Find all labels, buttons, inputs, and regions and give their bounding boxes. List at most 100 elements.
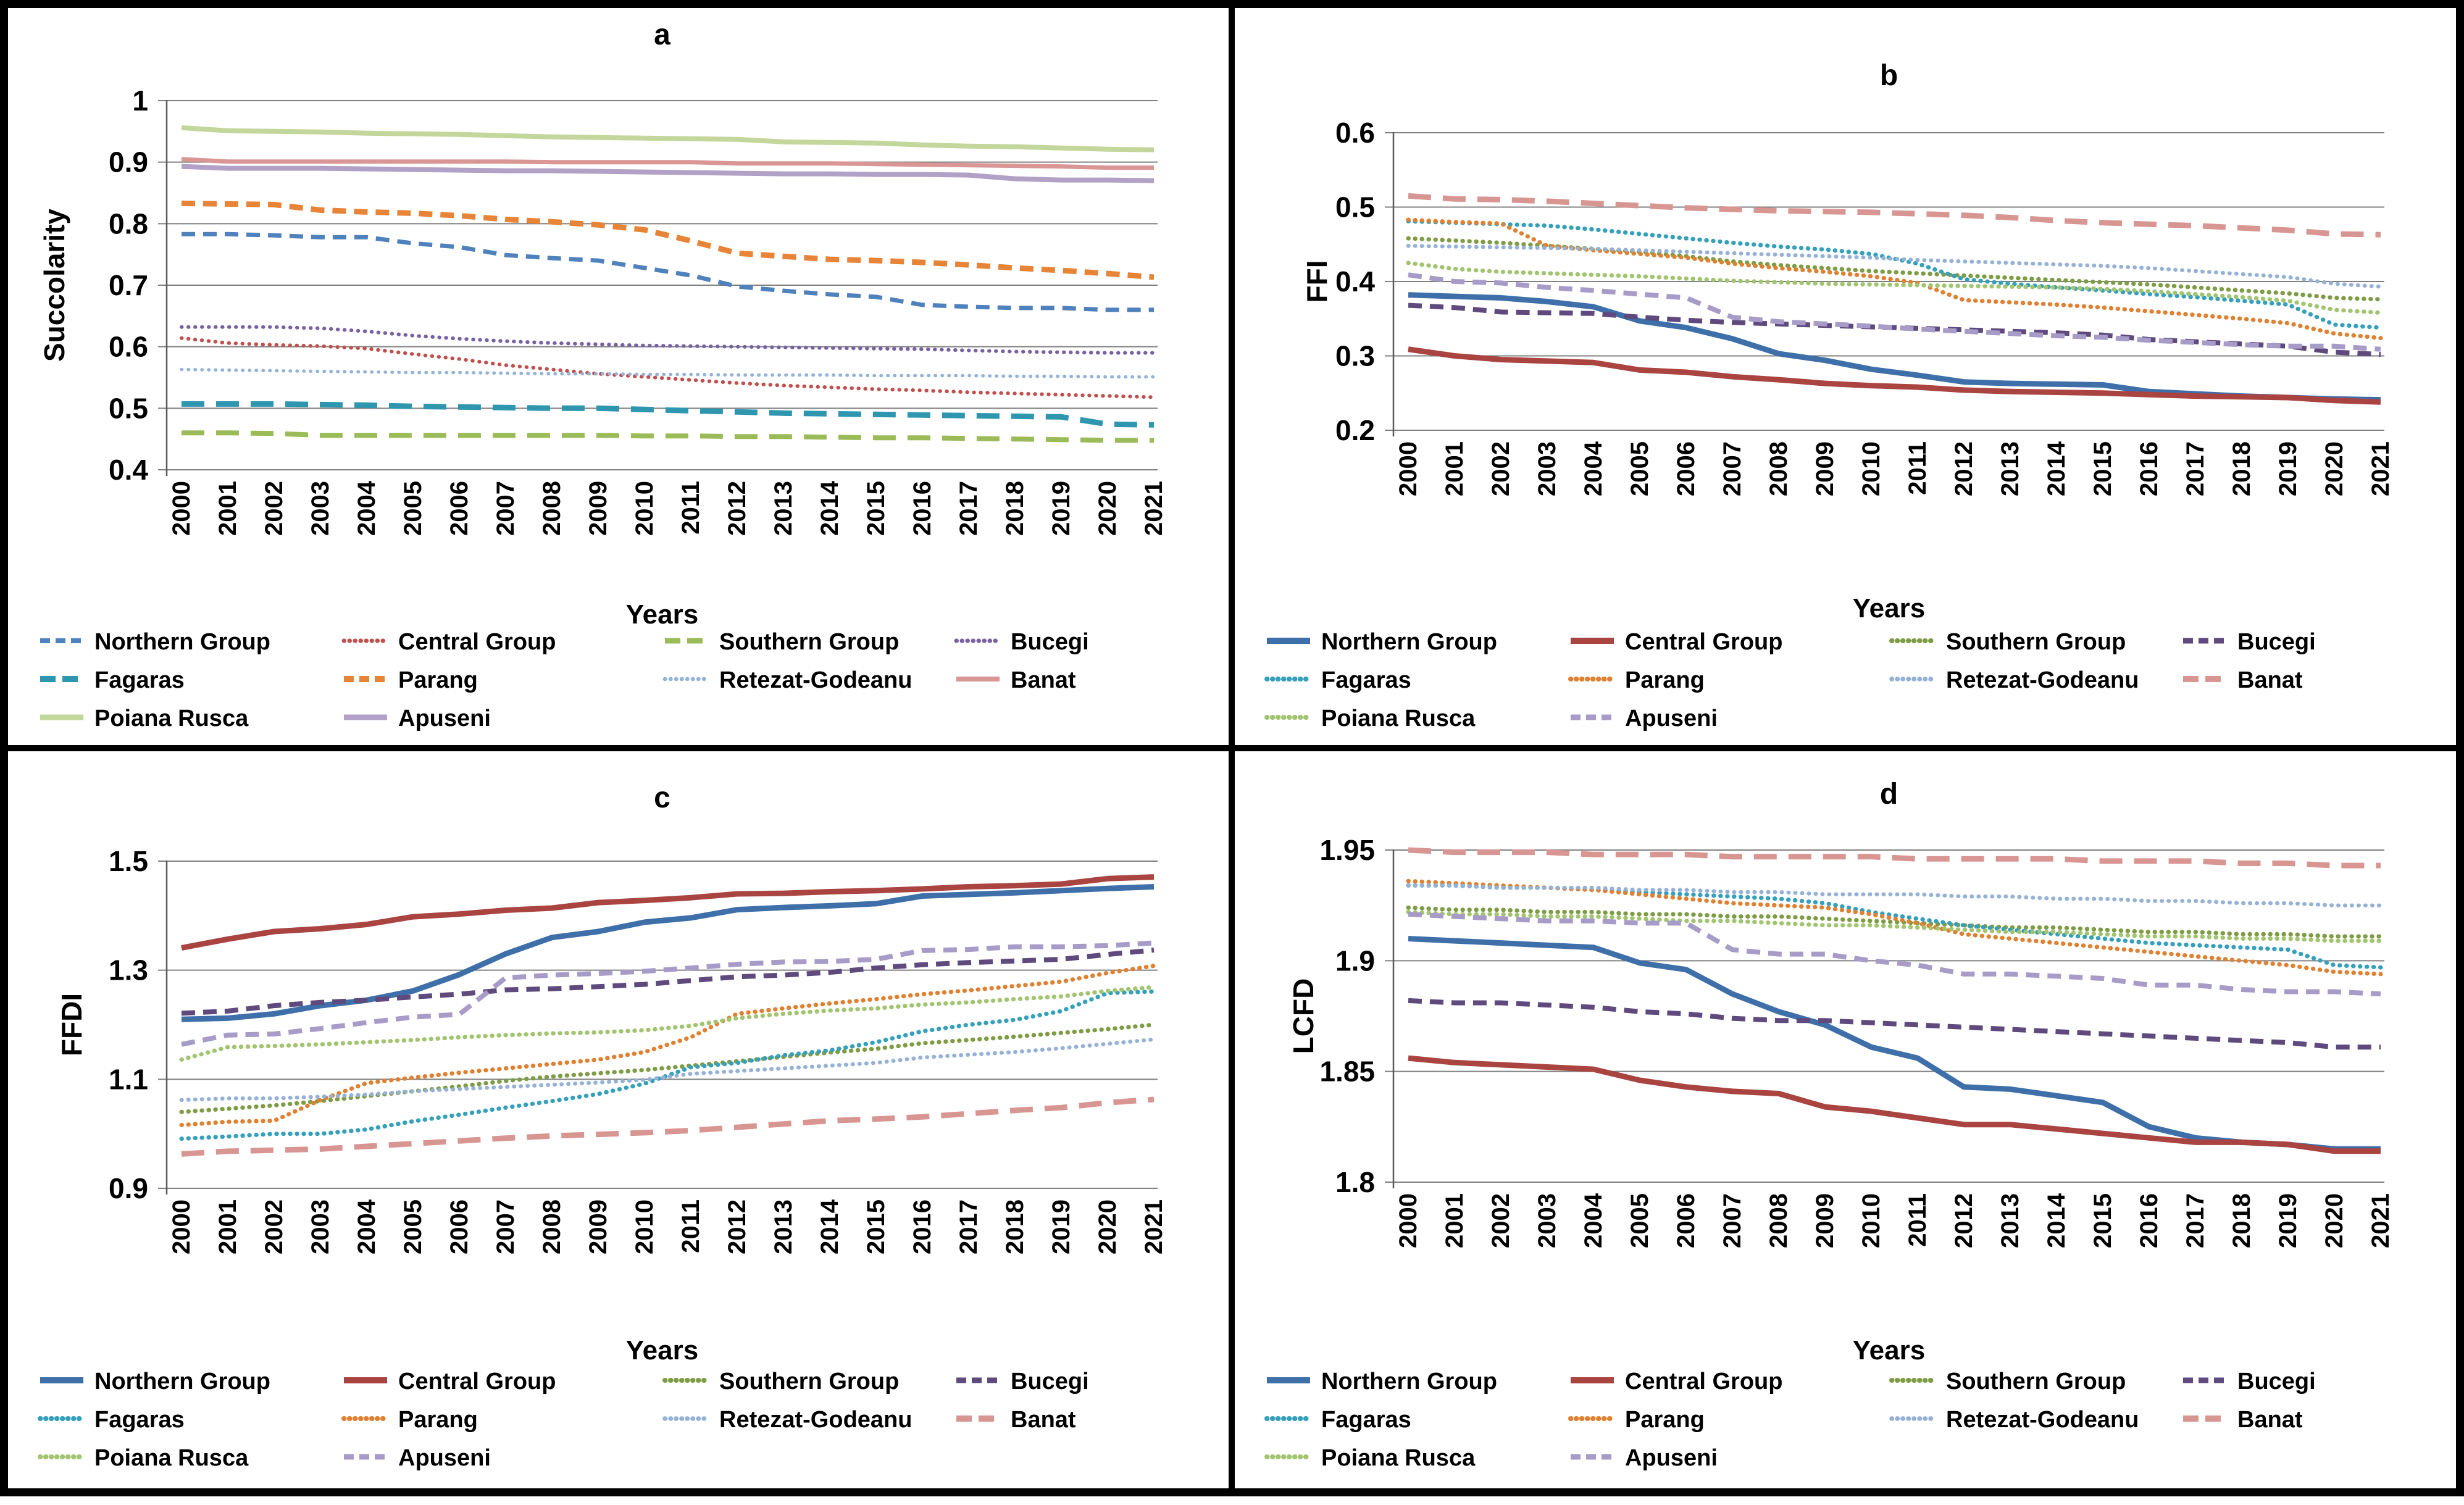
series-fagaras-line bbox=[1406, 883, 2383, 970]
series-parang-line bbox=[1406, 878, 2383, 977]
panel-d: d LCFD 1.95 1.9 1.85 1.8 2000 2001 2002 2003 200… bbox=[1235, 751, 2456, 1488]
x-tick-2006: 2006 bbox=[1673, 1193, 1700, 1248]
legend-central-group-line-sample-icon bbox=[1568, 635, 1616, 649]
x-tick-2020: 2020 bbox=[2321, 1193, 2348, 1248]
x-tick-2001: 2001 bbox=[214, 481, 241, 536]
legend-apuseni-line-sample-icon bbox=[341, 712, 390, 726]
panel-d-legend: Northern Group Central Group Southern Grou… bbox=[1264, 1362, 2437, 1477]
series-bucegi-line bbox=[1408, 998, 2381, 1050]
legend-item-fagaras: Fagaras bbox=[38, 1407, 341, 1433]
legend-label-bucegi: Bucegi bbox=[2237, 628, 2316, 655]
series-fagaras-line bbox=[1406, 219, 2383, 330]
legend-item-fagaras: Fagaras bbox=[38, 667, 341, 694]
y-tick-0.6: 0.6 bbox=[109, 331, 148, 363]
series-bucegi-line bbox=[1408, 302, 2381, 357]
series-poiana-rusca-line bbox=[1406, 261, 2383, 315]
x-tick-2013: 2013 bbox=[1997, 1193, 2024, 1248]
series-bucegi-line bbox=[180, 325, 1156, 355]
legend-central-group-line-sample-icon bbox=[341, 635, 390, 649]
y-tick-0.4: 0.4 bbox=[1335, 265, 1375, 298]
legend-apuseni-line-sample-icon bbox=[341, 1451, 390, 1465]
legend-item-central-group: Central Group bbox=[1568, 1369, 1889, 1395]
legend-southern-group-line-sample-icon bbox=[662, 1375, 711, 1389]
x-tick-2021: 2021 bbox=[2367, 1193, 2394, 1248]
x-tick-2012: 2012 bbox=[724, 481, 751, 536]
legend-item-bucegi: Bucegi bbox=[954, 1369, 1211, 1395]
legend-label-poiana-rusca: Poiana Rusca bbox=[94, 1445, 249, 1471]
y-tick-0.4: 0.4 bbox=[109, 454, 148, 486]
x-tick-2003: 2003 bbox=[1534, 441, 1561, 496]
horizontal-divider bbox=[8, 745, 1229, 751]
legend-southern-group-line-sample-icon bbox=[1889, 1375, 1937, 1389]
x-tick-2020: 2020 bbox=[2321, 441, 2348, 496]
series-parang-line bbox=[1406, 217, 2383, 341]
x-tick-2011: 2011 bbox=[677, 481, 704, 535]
x-tick-2014: 2014 bbox=[2043, 441, 2070, 496]
series-banat-line bbox=[1408, 193, 2381, 238]
legend-southern-group-line-sample-icon bbox=[1889, 635, 1937, 649]
y-tick-0.9: 0.9 bbox=[109, 1172, 148, 1204]
x-tick-2005: 2005 bbox=[1626, 1193, 1653, 1248]
legend-item-poiana-rusca: Poiana Rusca bbox=[38, 1445, 341, 1472]
legend-poiana-rusca-line-sample-icon bbox=[38, 712, 86, 726]
y-tick-1.85: 1.85 bbox=[1319, 1056, 1375, 1088]
series-northern-group-line bbox=[182, 231, 1154, 312]
x-tick-2019: 2019 bbox=[2274, 441, 2302, 496]
legend-item-banat: Banat bbox=[954, 1407, 1211, 1433]
x-tick-2000: 2000 bbox=[168, 1199, 195, 1254]
legend-label-central-group: Central Group bbox=[398, 1368, 556, 1395]
panel-c-x-axis-label: Years bbox=[625, 1335, 699, 1365]
x-tick-2018: 2018 bbox=[2228, 441, 2255, 496]
x-tick-2006: 2006 bbox=[446, 1199, 473, 1254]
legend-item-parang: Parang bbox=[341, 1407, 662, 1433]
panel-b-legend: Northern Group Central Group Southern Grou… bbox=[1264, 623, 2437, 738]
vertical-divider bbox=[1229, 8, 1235, 1488]
x-tick-2003: 2003 bbox=[307, 481, 334, 536]
x-tick-2016: 2016 bbox=[909, 1199, 936, 1254]
x-tick-2021: 2021 bbox=[2367, 441, 2394, 496]
legend-item-fagaras: Fagaras bbox=[1264, 1407, 1568, 1433]
series-retezat-godeanu-line bbox=[1406, 883, 2383, 907]
y-tick-0.5: 0.5 bbox=[1335, 191, 1375, 223]
legend-banat-line-sample-icon bbox=[2181, 673, 2229, 688]
legend-label-fagaras: Fagaras bbox=[1321, 1406, 1411, 1433]
legend-label-central-group: Central Group bbox=[398, 628, 556, 655]
legend-banat-line-sample-icon bbox=[954, 1413, 1002, 1427]
series-fagaras-line bbox=[179, 989, 1156, 1141]
legend-label-retezat-godeanu: Retezat-Godeanu bbox=[1946, 1406, 2139, 1433]
legend-label-bucegi: Bucegi bbox=[2237, 1368, 2316, 1395]
series-central-group-line bbox=[1408, 1055, 2381, 1154]
panel-c-legend: Northern Group Central Group Southern Grou… bbox=[38, 1362, 1211, 1477]
series-apuseni-line bbox=[1408, 912, 2381, 997]
legend-label-bucegi: Bucegi bbox=[1011, 1368, 1089, 1395]
legend-item-apuseni: Apuseni bbox=[1568, 706, 1889, 732]
legend-banat-line-sample-icon bbox=[2181, 1413, 2229, 1427]
series-apuseni-line bbox=[181, 940, 1155, 1047]
series-retezat-godeanu-line bbox=[180, 367, 1156, 379]
legend-item-southern-group: Southern Group bbox=[1889, 1369, 2181, 1395]
x-tick-2011: 2011 bbox=[1904, 1193, 1931, 1247]
legend-label-poiana-rusca: Poiana Rusca bbox=[94, 705, 249, 732]
legend-label-parang: Parang bbox=[398, 667, 478, 693]
x-tick-2015: 2015 bbox=[2089, 441, 2116, 496]
legend-label-retezat-godeanu: Retezat-Godeanu bbox=[1946, 667, 2139, 693]
x-tick-2017: 2017 bbox=[955, 1199, 982, 1254]
x-tick-2015: 2015 bbox=[862, 481, 890, 536]
series-parang-line bbox=[179, 964, 1156, 1127]
legend-parang-line-sample-icon bbox=[341, 1413, 390, 1427]
legend-label-parang: Parang bbox=[1625, 1406, 1705, 1433]
x-tick-2004: 2004 bbox=[353, 480, 380, 536]
panel-a-x-axis-label: Years bbox=[625, 599, 699, 630]
legend-label-parang: Parang bbox=[398, 1406, 478, 1433]
x-tick-2002: 2002 bbox=[1487, 441, 1514, 496]
x-tick-2008: 2008 bbox=[1765, 1193, 1792, 1248]
y-tick-0.7: 0.7 bbox=[109, 269, 148, 301]
x-tick-2014: 2014 bbox=[816, 1199, 843, 1254]
panel-b-title: b bbox=[1879, 59, 1898, 92]
panel-b: b FFI 0.6 0.5 0.4 0.3 0.2 2000 2001 2002 2003 200… bbox=[1235, 8, 2456, 745]
legend-item-parang: Parang bbox=[1568, 1407, 1889, 1433]
x-tick-2006: 2006 bbox=[1673, 441, 1700, 496]
legend-northern-group-line-sample-icon bbox=[1264, 1375, 1313, 1389]
x-tick-2009: 2009 bbox=[1811, 441, 1839, 496]
x-tick-2020: 2020 bbox=[1094, 481, 1121, 536]
